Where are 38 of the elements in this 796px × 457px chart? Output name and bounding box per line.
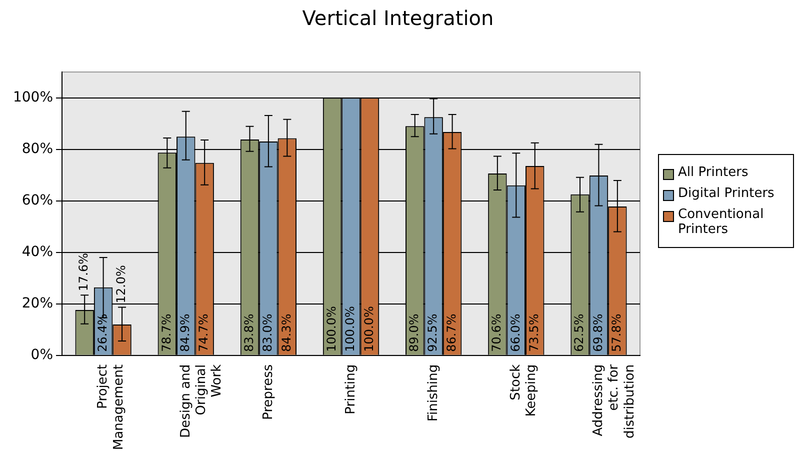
data-label: 89.0% (406, 314, 421, 352)
chart-title: Vertical Integration (301, 6, 495, 30)
legend-label: Digital Printers (678, 186, 774, 201)
data-label: 84.3% (279, 314, 294, 352)
y-tick-label: 20% (22, 295, 54, 312)
y-tick-label: 0% (30, 347, 54, 364)
y-tick-label: 60% (22, 192, 54, 208)
x-tick-label: Design and Original Work (178, 364, 224, 438)
data-label: 26.4% (95, 314, 110, 352)
data-label: 73.5% (526, 314, 541, 352)
x-tick-label: Stock Keeping (508, 364, 540, 417)
data-label: 84.9% (178, 314, 192, 352)
legend-label: All Printers (678, 165, 748, 180)
y-tick-label: 40% (22, 244, 54, 260)
data-label: 83.8% (242, 314, 256, 352)
data-label: 78.7% (159, 314, 174, 352)
x-tick-label: Addressing etc. for distribution (591, 364, 638, 438)
data-label: 100.0% (324, 306, 338, 352)
x-tick-label: Finishing (426, 364, 441, 422)
x-tick-label: Project Management (96, 364, 126, 450)
data-label: 100.0% (343, 306, 358, 352)
data-label: 12.0% (114, 265, 128, 304)
data-label: 70.6% (490, 314, 504, 352)
data-label: 100.0% (362, 306, 376, 352)
data-label: 17.6% (76, 252, 91, 292)
x-tick-label: Printing (343, 364, 358, 414)
y-tick-label: 100% (12, 89, 54, 106)
data-label: 86.7% (444, 314, 458, 352)
data-label: 62.5% (572, 314, 586, 352)
legend-label: Conventional Printers (678, 207, 765, 237)
data-label: 74.7% (196, 314, 211, 352)
data-label: 69.8% (590, 314, 605, 352)
data-label: 83.0% (260, 314, 275, 352)
data-label: 57.8% (610, 314, 624, 352)
y-tick-label: 80% (22, 140, 54, 157)
data-label: 66.0% (508, 314, 522, 352)
data-label: 92.5% (426, 314, 440, 352)
x-tick-label: Prepress (260, 364, 276, 420)
